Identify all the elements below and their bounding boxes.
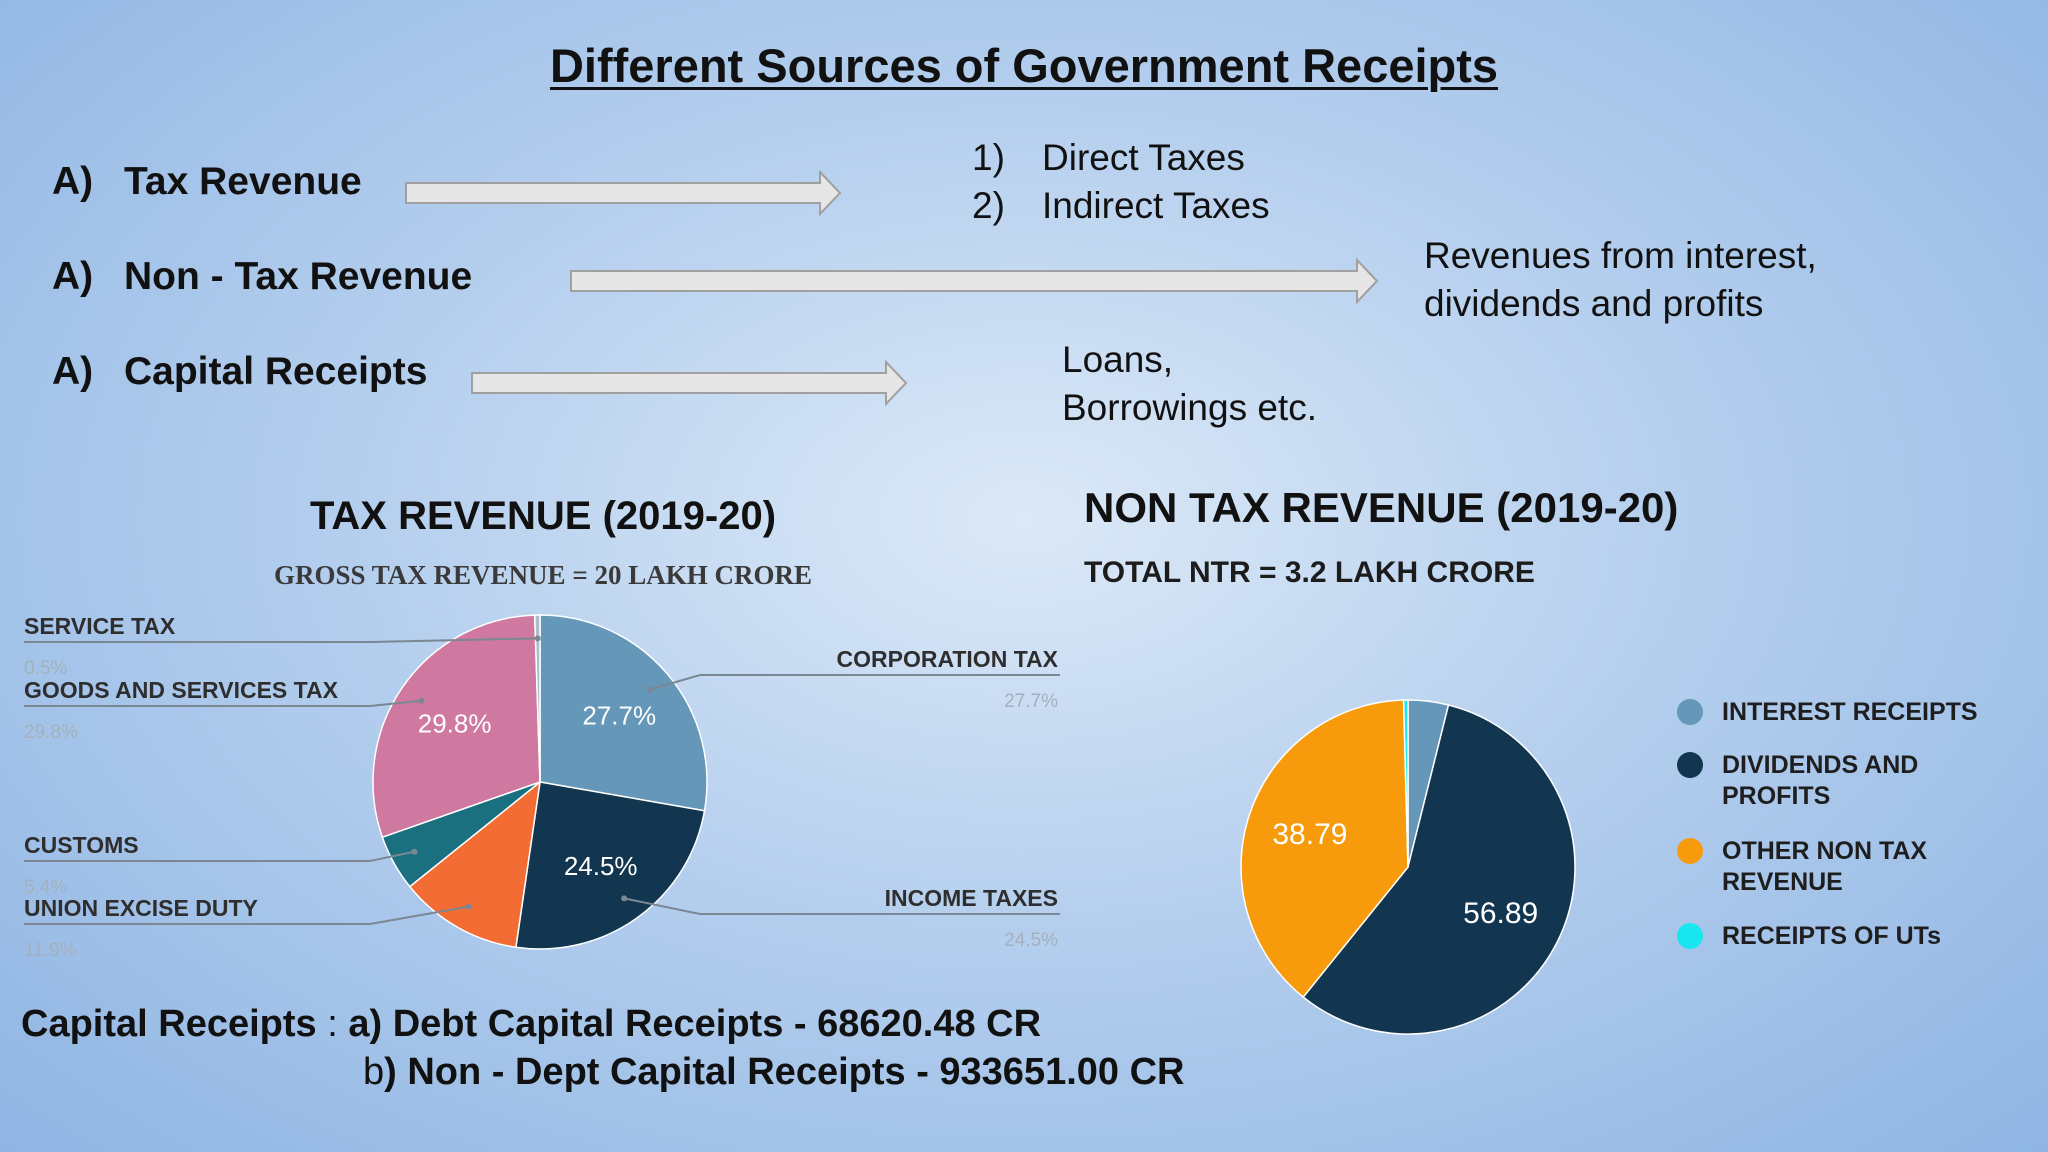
category-label: CORPORATION TAX — [837, 646, 1059, 672]
pie-slice-dividends-and-profits — [1302, 704, 1576, 1035]
legend-label: DIVIDENDS AND — [1722, 751, 1918, 779]
pie-slice-other-non-tax-revenue — [1240, 699, 1409, 999]
category-label: UNION EXCISE DUTY — [24, 895, 258, 921]
tax-revenue-types: 1) Direct Taxes 2) Indirect Taxes — [972, 134, 1270, 230]
legend-label: REVENUE — [1722, 868, 1843, 896]
leader-dot — [465, 903, 472, 910]
leader-dot — [647, 686, 653, 693]
row-letter: A) — [52, 350, 94, 393]
leader-line — [24, 637, 538, 643]
list-item: 2) Indirect Taxes — [972, 185, 1270, 226]
legend-marker — [1677, 923, 1703, 949]
category-label: SERVICE TAX — [24, 613, 176, 639]
category-label: GOODS AND SERVICES TAX — [24, 677, 339, 703]
ntr-chart-title: NON TAX REVENUE (2019-20) — [1084, 484, 1679, 531]
percent-label: 11.9% — [24, 940, 77, 961]
row-label: Tax Revenue — [124, 160, 362, 203]
leader-dot — [411, 848, 418, 855]
ntr-chart-subtitle: TOTAL NTR = 3.2 LAKH CRORE — [1084, 556, 1535, 589]
non-tax-revenue-pie-chart: 56.89 38.79 INTEREST RECEIPTS DIVIDENDS AND… — [1240, 698, 1978, 1035]
capital-receipts-desc: Loans, Borrowings etc. — [1062, 339, 1317, 428]
pie-slice-income-taxes — [515, 781, 706, 950]
percent-label: 29.8% — [24, 722, 78, 743]
pie-slice-goods-and-services-tax — [372, 614, 541, 839]
row-tax-revenue: A) Tax Revenue — [52, 160, 362, 204]
percent-label: 5.4% — [24, 877, 67, 898]
leader-line — [24, 699, 422, 707]
list-item: 1) Direct Taxes — [972, 137, 1245, 178]
pie-slice-union-excise-duty — [408, 780, 542, 949]
tax-chart-title: TAX REVENUE (2019-20) — [309, 494, 777, 538]
row-label: Capital Receipts — [124, 350, 428, 393]
slice-value-label: 29.8% — [418, 708, 492, 738]
tax-chart-subtitle: GROSS TAX REVENUE = 20 LAKH CRORE — [274, 560, 812, 590]
arrow-non-tax-revenue — [570, 258, 1379, 304]
pie-slice-corporation-tax — [539, 614, 708, 812]
slice-value-label: 38.79 — [1272, 818, 1347, 851]
slice-value-label: 27.7% — [582, 700, 656, 730]
leader-line — [24, 850, 415, 862]
row-letter: A) — [52, 160, 94, 203]
capital-receipts-line-a: Capital Receipts : a) Debt Capital Recei… — [21, 1003, 1042, 1045]
leader-line — [24, 905, 469, 925]
slice-value-label: 24.5% — [564, 851, 638, 881]
slice-value-label: 56.89 — [1463, 897, 1538, 930]
legend-label: INTEREST RECEIPTS — [1722, 698, 1978, 726]
legend-label: OTHER NON TAX — [1722, 837, 1927, 865]
page-title: Different Sources of Government Receipts — [549, 39, 1499, 92]
percent-label: 0.5% — [24, 658, 67, 679]
row-label: Non - Tax Revenue — [124, 255, 473, 298]
arrow-tax-revenue — [405, 170, 842, 216]
pie-slice-service-tax — [533, 614, 541, 783]
percent-label: 24.5% — [1004, 930, 1058, 951]
non-tax-revenue-desc: Revenues from interest, dividends and pr… — [1424, 235, 1817, 324]
leader-dot — [534, 635, 541, 642]
tax-revenue-pie-chart: 27.7% CORPORATION TAX 27.7% 24.5% INCOME TAX… — [24, 613, 1060, 961]
capital-receipts-line-b: b) Non - Dept Capital Receipts - 933651.… — [363, 1051, 1185, 1093]
leader-dot — [621, 895, 628, 902]
leader-dot — [418, 697, 425, 704]
leader-line — [623, 897, 1060, 915]
row-non-tax-revenue: A) Non - Tax Revenue — [52, 255, 472, 299]
legend-marker — [1677, 752, 1703, 778]
percent-label: 27.7% — [1004, 691, 1058, 712]
legend-marker — [1677, 838, 1703, 864]
legend-label: RECEIPTS OF UTs — [1722, 922, 1941, 950]
category-label: CUSTOMS — [24, 832, 139, 858]
pie-slice-receipts-of-uts — [1402, 699, 1409, 868]
row-letter: A) — [52, 255, 94, 298]
category-label: INCOME TAXES — [885, 885, 1058, 911]
legend-label: PROFITS — [1722, 782, 1830, 810]
row-capital-receipts: A) Capital Receipts — [52, 350, 427, 394]
legend-marker — [1677, 699, 1703, 725]
capital-receipts-summary: Capital Receipts : a) Debt Capital Recei… — [21, 1000, 1184, 1096]
leader-line — [649, 674, 1060, 691]
arrow-capital-receipts — [471, 360, 908, 406]
